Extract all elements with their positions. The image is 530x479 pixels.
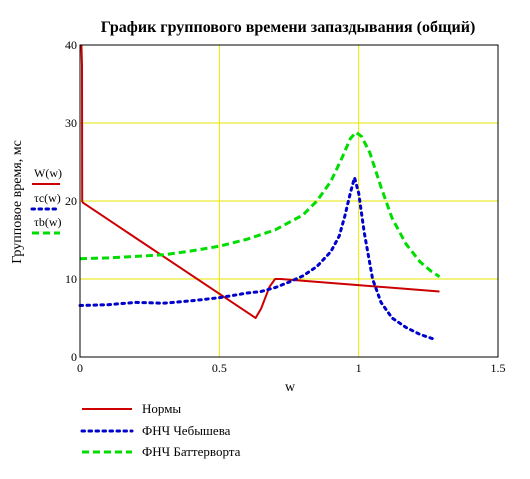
y-axis-label: Групповое время, мс <box>10 140 25 264</box>
y-tick-label: 30 <box>65 116 77 130</box>
x-tick-label: 1.5 <box>491 361 506 375</box>
series-line-2 <box>79 130 441 278</box>
y-tick-label: 40 <box>65 38 77 52</box>
x-tick-label: 0 <box>77 361 83 375</box>
chart-title: График группового времени запаздывания (… <box>101 19 476 36</box>
grid-lines <box>79 44 499 358</box>
tick-labels: 0 0.5 1 1.5 0 10 20 30 40 <box>65 38 506 375</box>
plot-frame <box>79 44 499 358</box>
x-tick-label: 0.5 <box>212 361 227 375</box>
y-tick-label: 10 <box>65 272 77 286</box>
legend-entry-0: Нормы <box>142 401 181 416</box>
series-lines <box>78 44 441 341</box>
legend-entry-1: ФНЧ Чебышева <box>142 423 231 438</box>
series-inline-label-1: τc(w) <box>34 191 61 205</box>
series-line-0 <box>80 44 440 319</box>
series-line-1 <box>78 176 436 341</box>
x-tick-label: 1 <box>356 361 362 375</box>
y-tick-label: 20 <box>65 194 77 208</box>
series-inline-labels: W(w) τc(w) τb(w) <box>30 166 62 235</box>
legend-entry-2: ФНЧ Баттерворта <box>142 444 241 459</box>
series-inline-label-2: τb(w) <box>34 215 61 229</box>
x-axis-label: w <box>285 380 296 395</box>
legend: Нормы ФНЧ Чебышева ФНЧ Баттерворта <box>80 401 241 459</box>
series-inline-label-0: W(w) <box>34 166 62 180</box>
y-tick-label: 0 <box>71 350 77 364</box>
